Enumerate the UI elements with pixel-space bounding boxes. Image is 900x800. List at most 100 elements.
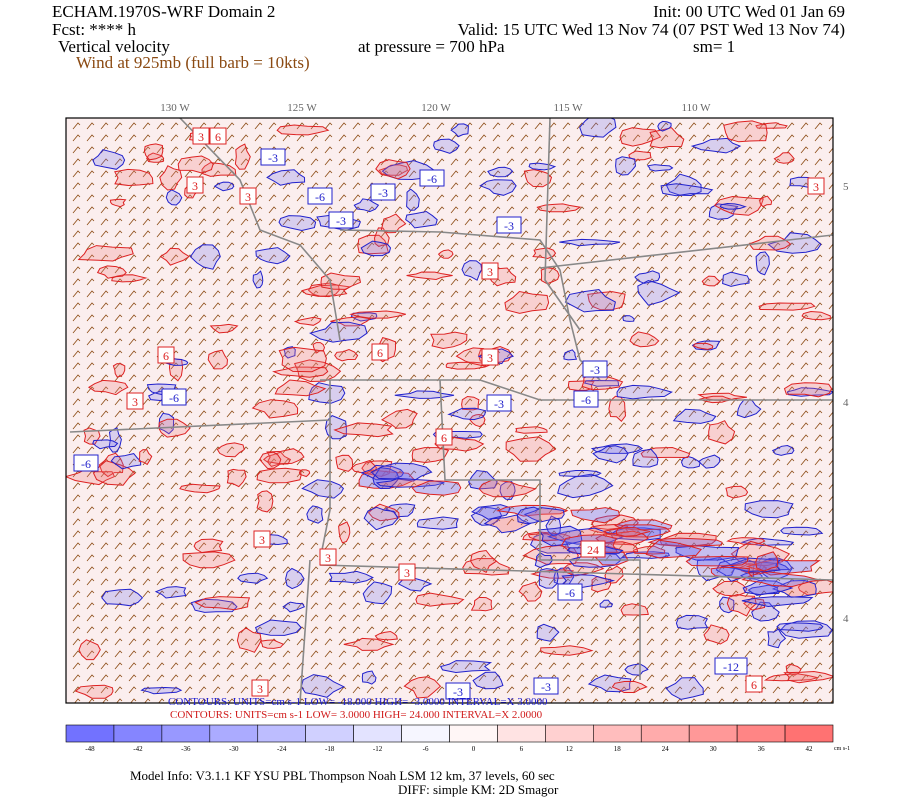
contour xyxy=(483,514,532,534)
contour xyxy=(114,168,154,187)
contour xyxy=(479,179,517,196)
contours xyxy=(66,118,833,700)
contour-label-box xyxy=(419,169,445,187)
contour xyxy=(719,202,747,210)
contour xyxy=(182,551,236,569)
contour-label: 3 xyxy=(404,566,410,580)
contour-label-box xyxy=(192,127,210,145)
color-bar-box xyxy=(65,724,115,743)
contour xyxy=(538,568,559,589)
longitude-label: 130 W xyxy=(160,102,190,114)
contour xyxy=(213,181,235,192)
contour-label: -6 xyxy=(81,457,91,471)
contour xyxy=(616,384,673,400)
contour-label: 6 xyxy=(215,130,221,144)
contour-label: 3 xyxy=(487,351,493,365)
longitude-label: 125 W xyxy=(287,102,317,114)
contour xyxy=(590,443,644,454)
contour xyxy=(611,680,648,693)
contour xyxy=(725,485,749,499)
contour xyxy=(518,581,543,602)
contour xyxy=(403,676,442,699)
contour-label-box xyxy=(807,177,825,195)
contour xyxy=(504,290,550,314)
contour xyxy=(110,453,142,470)
color-bar-box xyxy=(161,724,211,743)
contour-labels: 3 6-3-63 -3-63 3-36-33-6-3336-624-363-63-3-… xyxy=(73,127,825,700)
contour-label-box xyxy=(186,176,204,194)
color-bar-box xyxy=(257,724,306,743)
contour xyxy=(685,555,749,567)
contour xyxy=(628,150,652,161)
contour xyxy=(637,279,681,306)
color-bar: -48 -42 -36 -30 -24 -18 -12 -6 0 6 12 18 24 30 36 42 xyxy=(65,724,834,753)
contour-label: 6 xyxy=(751,678,757,692)
contour xyxy=(437,249,454,259)
contour-label: 3 xyxy=(259,533,265,547)
contour xyxy=(755,251,770,276)
wind-barbs xyxy=(66,118,833,703)
model-info: Model Info: V3.1.1 KF YSU PBL Thompson N… xyxy=(130,768,555,783)
longitude-label: 120 W xyxy=(421,102,451,114)
contour xyxy=(701,275,721,287)
contour xyxy=(338,521,351,544)
contour xyxy=(209,323,239,334)
contour xyxy=(537,525,583,547)
contour xyxy=(516,506,542,525)
contour-label-box xyxy=(481,348,499,366)
color-bar-label: -36 xyxy=(181,745,191,753)
contour xyxy=(266,448,305,465)
contour xyxy=(87,379,129,396)
contour xyxy=(741,596,814,608)
contour xyxy=(411,480,462,496)
contour xyxy=(189,244,221,270)
contour xyxy=(282,601,306,613)
contour-label-box xyxy=(253,530,271,548)
contour xyxy=(361,460,393,477)
contour xyxy=(259,639,285,649)
contour xyxy=(375,477,445,488)
contour xyxy=(660,183,714,197)
contour xyxy=(306,505,324,524)
contour xyxy=(394,390,455,399)
contour xyxy=(411,447,450,464)
contour-label-box xyxy=(573,390,599,408)
contour xyxy=(744,500,794,519)
contour xyxy=(236,627,262,653)
contour xyxy=(193,538,224,554)
color-bar-box xyxy=(113,724,163,743)
contour xyxy=(461,260,483,281)
contour xyxy=(251,399,299,419)
contour xyxy=(360,240,392,257)
contour xyxy=(692,342,714,350)
contour xyxy=(472,671,504,690)
contour-label-box xyxy=(73,454,99,472)
contour-label-box xyxy=(161,388,187,406)
contour-label: 3 xyxy=(245,190,251,204)
contour xyxy=(353,198,380,213)
contour xyxy=(801,310,831,321)
contour xyxy=(259,451,282,470)
contour xyxy=(470,506,503,526)
contour xyxy=(430,331,468,350)
contour xyxy=(308,382,346,404)
contour xyxy=(98,452,124,478)
contour xyxy=(334,348,359,362)
contour xyxy=(776,622,824,632)
contour xyxy=(665,677,704,700)
contour xyxy=(77,245,134,262)
contour xyxy=(615,156,637,176)
contour xyxy=(640,446,691,459)
contour-label: -6 xyxy=(315,190,325,204)
contour xyxy=(632,545,666,555)
contour xyxy=(599,599,614,608)
color-bar-box xyxy=(305,724,354,743)
contour xyxy=(357,234,390,255)
contour xyxy=(740,537,795,547)
contour xyxy=(159,247,191,266)
contour xyxy=(255,247,291,265)
contour xyxy=(680,455,701,469)
contour xyxy=(333,422,394,438)
